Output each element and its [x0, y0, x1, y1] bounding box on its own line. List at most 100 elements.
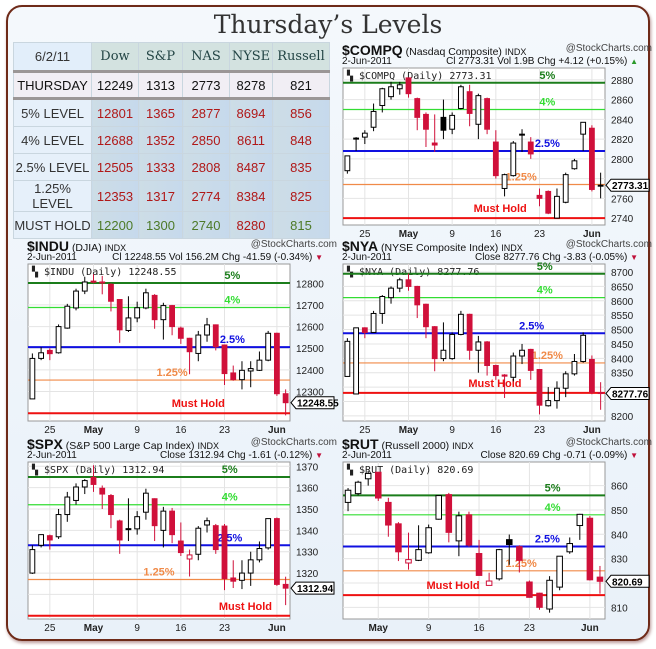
- must-hold-label: Must Hold: [474, 203, 527, 215]
- candle-body: [431, 142, 438, 146]
- cell: 8611: [229, 126, 273, 154]
- cell: 1313: [138, 70, 183, 100]
- chart-panel-compq: $COMPQ (Nasdaq Composite) INDX @StockChar…: [340, 42, 652, 240]
- row-label: 1.25% LEVEL: [13, 180, 92, 212]
- candle-body: [395, 523, 402, 553]
- candlestick-chart: 131013201330134013501360137025May91623Ju…: [27, 461, 335, 634]
- chart-stats: Close 820.69 Chg -0.71 (-0.09%) ▼: [481, 450, 638, 461]
- stockcharts-source: @StockCharts.com: [250, 437, 337, 448]
- y-tick-label: 2880: [611, 76, 634, 87]
- candle-body: [361, 132, 368, 138]
- last-price-tag: [605, 574, 650, 588]
- chart-name: (Russell 2000): [381, 440, 453, 452]
- candle-body: [169, 305, 176, 328]
- candle-body: [586, 517, 594, 581]
- candle-body: [204, 324, 210, 336]
- candle-body: [55, 514, 62, 538]
- y-tick-label: 12300: [296, 388, 324, 399]
- candle-body: [64, 496, 71, 516]
- chart-symbol: $NYA: [342, 238, 379, 254]
- candle-body: [501, 374, 508, 377]
- down-arrow-icon: ▼: [315, 451, 323, 460]
- cell: 825: [272, 180, 330, 212]
- candle-body: [457, 313, 464, 335]
- candle-body: [445, 494, 453, 533]
- chart-symbol: $INDU: [27, 238, 70, 254]
- y-tick-label: 2800: [611, 155, 634, 166]
- candle-body: [46, 349, 53, 355]
- candle-body: [425, 527, 432, 554]
- must-hold-label: Must Hold: [468, 378, 521, 390]
- candle-body: [55, 326, 62, 354]
- chart-symbol: $SPX: [27, 436, 63, 452]
- candle-body: [177, 540, 184, 554]
- y-tick-label: 1330: [296, 548, 319, 559]
- candle-body: [81, 480, 88, 488]
- y-tick-label: 1370: [296, 462, 319, 473]
- candle-body: [344, 489, 352, 503]
- candle-body: [405, 279, 412, 287]
- level-2-5pct-label: 2.5%: [217, 532, 242, 544]
- candle-body: [492, 141, 499, 177]
- candle-body: [545, 190, 552, 214]
- cell: 848: [272, 126, 330, 154]
- down-arrow-icon: ▼: [630, 451, 638, 460]
- stockcharts-source: @StockCharts.com: [565, 437, 652, 448]
- candle-body: [99, 487, 106, 495]
- y-tick-label: 1360: [296, 484, 319, 495]
- candle-body: [73, 290, 79, 309]
- candle-body: [414, 285, 421, 306]
- candle-body: [423, 303, 429, 328]
- x-tick-label: 23: [534, 425, 546, 436]
- x-tick-label: Jun: [581, 623, 599, 634]
- candle-body: [265, 332, 272, 361]
- level-5pct-label: 5%: [222, 464, 238, 476]
- level-5pct-label: 5%: [545, 482, 561, 494]
- chart-title: $COMPQ (Nasdaq Composite) INDX: [342, 42, 526, 58]
- stockcharts-source: @StockCharts.com: [565, 239, 652, 250]
- y-tick-label: 8650: [611, 282, 634, 293]
- candle-body: [554, 387, 560, 402]
- y-tick-label: 810: [611, 603, 628, 614]
- candle-body: [405, 77, 412, 95]
- candle-body: [519, 133, 525, 136]
- candle-body: [466, 313, 473, 351]
- candle-body: [495, 549, 503, 580]
- candle-body: [465, 514, 473, 546]
- header-sp: S&P: [138, 42, 183, 72]
- y-tick-label: 1350: [296, 505, 319, 516]
- chart-subtitle: 2-Jun-2011 Close 1312.94 Chg -1.61 (-0.12…: [27, 450, 327, 461]
- chart-subtitle: 2-Jun-2011 Cl 2773.31 Vol 1.9B Chg +4.12 …: [342, 56, 642, 67]
- last-price-label: 12248.55: [297, 399, 339, 410]
- header-nas: NAS: [182, 42, 230, 72]
- candle-body: [562, 373, 569, 389]
- page-title: Thursday’s Levels: [213, 10, 443, 39]
- y-tick-label: 860: [611, 482, 628, 493]
- row-label: THURSDAY: [13, 70, 92, 100]
- candle-body: [415, 549, 422, 561]
- candle-body: [29, 357, 36, 400]
- chart-type: INDX: [197, 441, 219, 451]
- y-tick-label: 830: [611, 555, 628, 566]
- chart-type: INDX: [504, 47, 527, 57]
- x-tick-label: May: [84, 425, 104, 436]
- y-tick-label: 8700: [611, 268, 634, 279]
- candle-body: [273, 332, 280, 395]
- candle-body: [99, 281, 106, 284]
- last-price-label: 8277.76: [612, 389, 649, 400]
- candle-body: [516, 546, 523, 561]
- chart-date: 2-Jun-2011: [27, 450, 77, 461]
- candle-body: [396, 279, 403, 289]
- stats-text: Close 8277.76 Chg -3.83 (-0.05%): [474, 252, 631, 263]
- candle-body: [204, 520, 210, 526]
- level-1-25pct-label: 1.25%: [506, 558, 537, 570]
- y-tick-label: 12700: [296, 301, 324, 312]
- stats-text: Cl 12248.55 Vol 156.2M Chg -41.59 (-0.34…: [112, 252, 316, 263]
- candle-body: [536, 194, 543, 199]
- level-5pct-label: 5%: [224, 270, 240, 282]
- candle-body: [247, 368, 254, 372]
- candle-body: [505, 539, 513, 546]
- chart-panel-spx: $SPX (S&P 500 Large Cap Index) INDX @Stoc…: [25, 436, 337, 634]
- y-tick-label: 12600: [296, 323, 324, 334]
- last-price-label: 820.69: [612, 577, 643, 588]
